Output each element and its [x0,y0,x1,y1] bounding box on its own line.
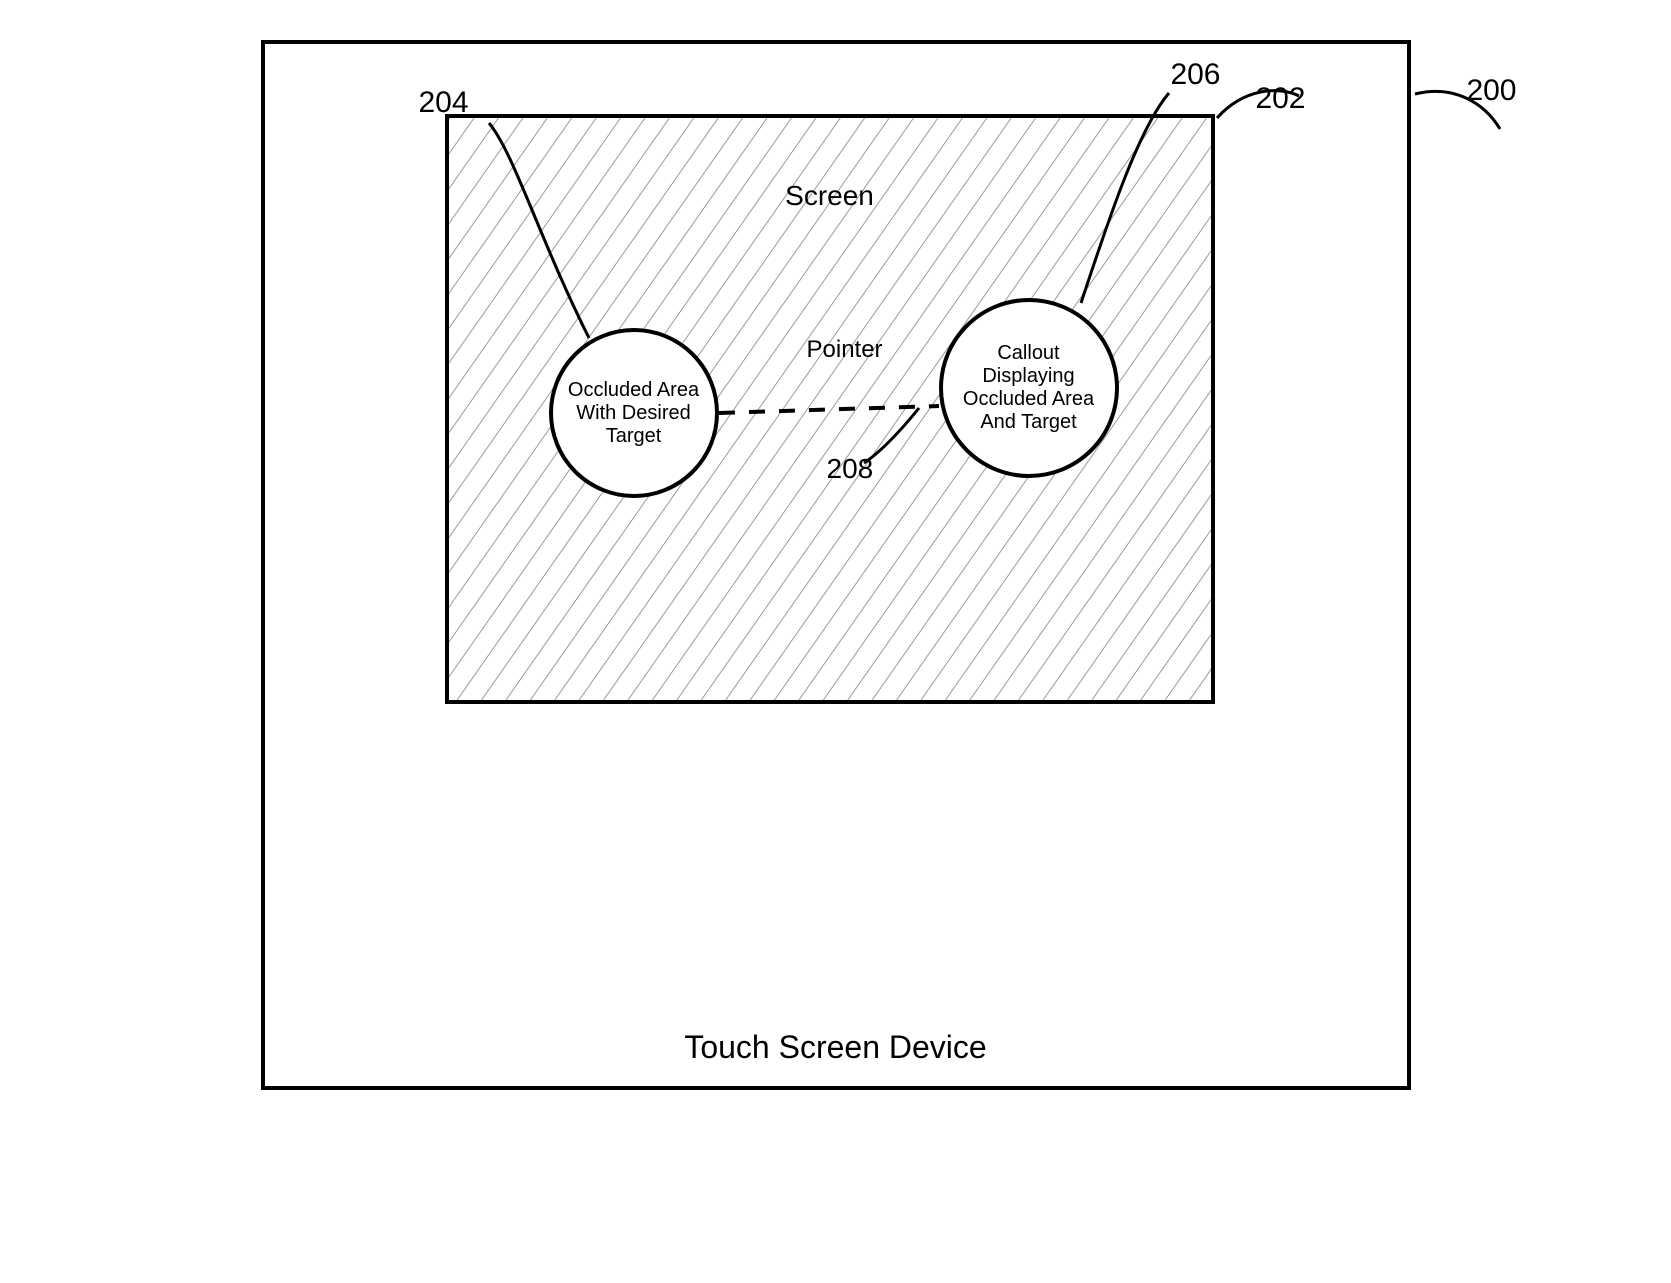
ref-200-label: 200 [1466,74,1516,108]
pointer-label: Pointer [807,336,883,364]
device-frame: 200 Screen Pointer Occluded Area With De… [261,40,1411,1090]
device-label: Touch Screen Device [265,1029,1407,1066]
ref-206-label: 206 [1170,58,1220,92]
occluded-circle-text: Occluded Area With Desired Target [561,379,707,448]
callout-circle-text: Callout Displaying Occluded Area And Tar… [951,342,1107,434]
callout-circle[interactable]: Callout Displaying Occluded Area And Tar… [939,298,1119,478]
ref-208-label: 208 [827,453,874,485]
screen-label: Screen [449,180,1211,212]
occluded-circle[interactable]: Occluded Area With Desired Target [549,328,719,498]
ref-202-label: 202 [1255,82,1305,116]
screen[interactable]: Screen Pointer Occluded Area With Desire… [445,114,1215,704]
ref-204-label: 204 [419,86,469,120]
